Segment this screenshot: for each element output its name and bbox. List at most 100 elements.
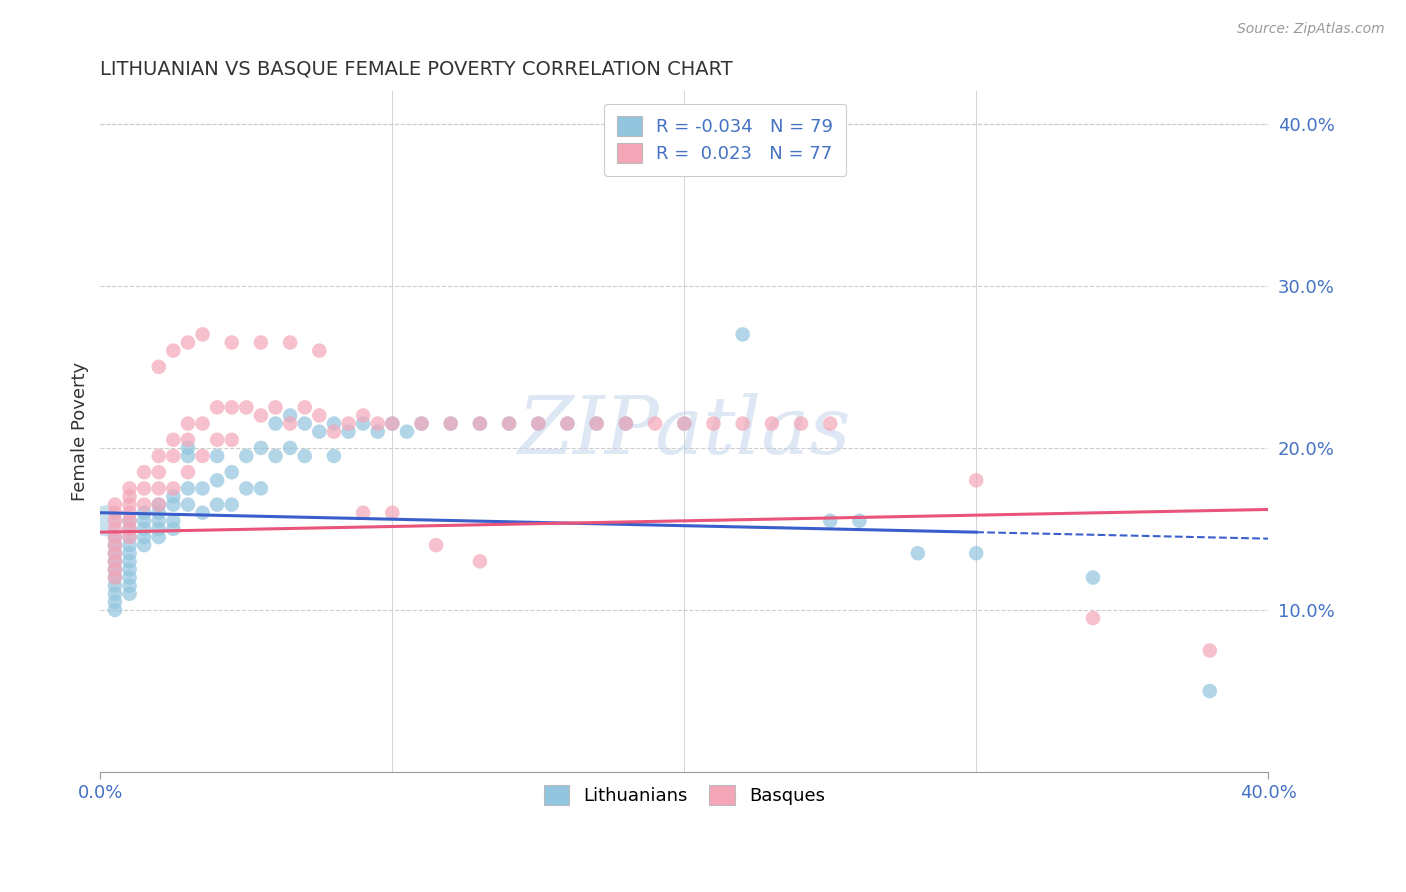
Point [177, 335, 200, 350]
Point [614, 417, 637, 431]
Point [191, 449, 214, 463]
Point [818, 514, 841, 528]
Text: LITHUANIAN VS BASQUE FEMALE POVERTY CORRELATION CHART: LITHUANIAN VS BASQUE FEMALE POVERTY CORR… [100, 60, 733, 78]
Point [162, 522, 184, 536]
Point [381, 417, 404, 431]
Point [162, 343, 184, 358]
Point [148, 514, 170, 528]
Point [367, 425, 389, 439]
Point [104, 514, 127, 528]
Point [440, 417, 463, 431]
Point [148, 506, 170, 520]
Point [235, 401, 257, 415]
Point [614, 417, 637, 431]
Point [1081, 611, 1104, 625]
Point [337, 417, 360, 431]
Point [221, 498, 243, 512]
Point [221, 401, 243, 415]
Point [367, 417, 389, 431]
Point [134, 498, 156, 512]
Point [118, 498, 141, 512]
Point [134, 465, 156, 479]
Point [250, 482, 273, 496]
Point [205, 498, 228, 512]
Point [118, 530, 141, 544]
Point [104, 538, 127, 552]
Point [205, 401, 228, 415]
Point [294, 401, 316, 415]
Point [221, 335, 243, 350]
Point [148, 465, 170, 479]
Point [104, 554, 127, 568]
Point [104, 538, 127, 552]
Point [585, 417, 607, 431]
Point [337, 425, 360, 439]
Point [527, 417, 550, 431]
Point [205, 449, 228, 463]
Point [264, 401, 287, 415]
Point [118, 482, 141, 496]
Point [702, 417, 724, 431]
Point [557, 417, 579, 431]
Point [104, 579, 127, 593]
Point [118, 562, 141, 576]
Point [104, 562, 127, 576]
Point [790, 417, 813, 431]
Point [162, 514, 184, 528]
Point [191, 417, 214, 431]
Point [177, 482, 200, 496]
Point [1081, 570, 1104, 584]
Point [148, 522, 170, 536]
Point [118, 570, 141, 584]
Point [148, 530, 170, 544]
Point [162, 490, 184, 504]
Point [278, 335, 301, 350]
Point [848, 514, 870, 528]
Point [308, 425, 330, 439]
Point [205, 473, 228, 487]
Point [294, 417, 316, 431]
Point [352, 506, 374, 520]
Point [644, 417, 666, 431]
Point [250, 441, 273, 455]
Point [235, 482, 257, 496]
Legend: Lithuanians, Basques: Lithuanians, Basques [534, 776, 834, 814]
Point [177, 465, 200, 479]
Point [191, 482, 214, 496]
Point [278, 417, 301, 431]
Point [673, 417, 696, 431]
Point [104, 530, 127, 544]
Point [411, 417, 433, 431]
Point [411, 417, 433, 431]
Point [118, 538, 141, 552]
Text: ZIPatlas: ZIPatlas [517, 392, 851, 470]
Point [278, 409, 301, 423]
Point [148, 359, 170, 374]
Point [221, 465, 243, 479]
Point [278, 441, 301, 455]
Point [440, 417, 463, 431]
Point [673, 417, 696, 431]
Point [965, 473, 987, 487]
Point [118, 514, 141, 528]
Point [761, 417, 783, 431]
Point [425, 538, 447, 552]
Point [308, 409, 330, 423]
Point [395, 425, 418, 439]
Point [731, 327, 754, 342]
Point [468, 554, 491, 568]
Point [104, 595, 127, 609]
Point [118, 506, 141, 520]
Point [104, 554, 127, 568]
Point [162, 498, 184, 512]
Point [104, 498, 127, 512]
Point [585, 417, 607, 431]
Point [104, 603, 127, 617]
Point [118, 546, 141, 560]
Point [134, 482, 156, 496]
Point [134, 538, 156, 552]
Point [118, 554, 141, 568]
Point [322, 417, 344, 431]
Point [1198, 643, 1220, 657]
Point [134, 530, 156, 544]
